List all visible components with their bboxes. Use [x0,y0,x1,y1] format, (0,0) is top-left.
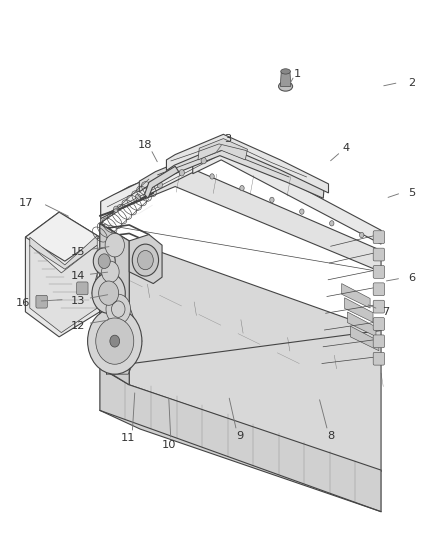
FancyBboxPatch shape [373,265,385,278]
Circle shape [93,248,115,274]
Polygon shape [30,236,97,269]
Circle shape [138,251,153,270]
FancyBboxPatch shape [373,231,385,244]
Polygon shape [345,298,373,322]
Circle shape [157,182,162,188]
Text: 6: 6 [408,273,415,283]
Polygon shape [100,368,381,512]
Circle shape [240,185,244,191]
Circle shape [132,244,159,276]
FancyBboxPatch shape [373,352,385,365]
Text: 2: 2 [408,78,415,87]
Text: 18: 18 [137,140,152,150]
Circle shape [210,174,214,179]
Polygon shape [25,212,100,337]
FancyBboxPatch shape [36,295,47,308]
Polygon shape [129,241,381,472]
FancyBboxPatch shape [373,335,385,348]
Circle shape [270,197,274,203]
Polygon shape [100,223,129,385]
Text: 15: 15 [71,247,85,256]
Text: 10: 10 [161,440,176,450]
Polygon shape [280,71,291,86]
Circle shape [102,261,119,282]
FancyBboxPatch shape [373,318,385,330]
Text: 4: 4 [343,143,350,153]
Circle shape [135,194,141,200]
Polygon shape [101,165,381,272]
Text: 14: 14 [71,271,85,281]
Text: 8: 8 [327,431,334,441]
Polygon shape [25,212,100,261]
Circle shape [96,318,134,364]
Circle shape [110,335,120,347]
Text: 13: 13 [71,296,85,306]
Polygon shape [193,145,381,244]
Ellipse shape [279,82,293,91]
Polygon shape [145,166,179,198]
FancyBboxPatch shape [373,283,385,296]
Circle shape [105,233,124,257]
Text: 5: 5 [408,188,415,198]
Polygon shape [347,312,376,336]
Text: 16: 16 [16,298,30,308]
Text: 17: 17 [19,198,34,207]
Text: 9: 9 [237,431,244,441]
Polygon shape [198,139,247,160]
Polygon shape [101,144,223,219]
Polygon shape [139,144,324,198]
Circle shape [360,232,364,238]
Polygon shape [342,284,370,308]
Polygon shape [30,245,97,333]
Circle shape [106,294,131,324]
Circle shape [201,157,206,164]
Circle shape [179,169,184,176]
Ellipse shape [281,69,290,74]
Circle shape [99,281,119,305]
Text: 3: 3 [224,134,231,143]
FancyBboxPatch shape [77,282,88,295]
Text: 1: 1 [294,69,301,78]
Text: 11: 11 [121,433,136,443]
Polygon shape [129,235,162,284]
FancyBboxPatch shape [373,300,385,313]
FancyBboxPatch shape [373,248,385,261]
Text: 7: 7 [382,307,389,317]
Circle shape [113,206,119,213]
Polygon shape [166,134,328,193]
Circle shape [330,221,334,226]
Circle shape [98,254,110,269]
Circle shape [92,273,125,313]
Polygon shape [100,224,129,385]
Circle shape [300,209,304,214]
Text: 12: 12 [71,321,85,331]
Circle shape [88,308,142,374]
Polygon shape [350,326,379,351]
